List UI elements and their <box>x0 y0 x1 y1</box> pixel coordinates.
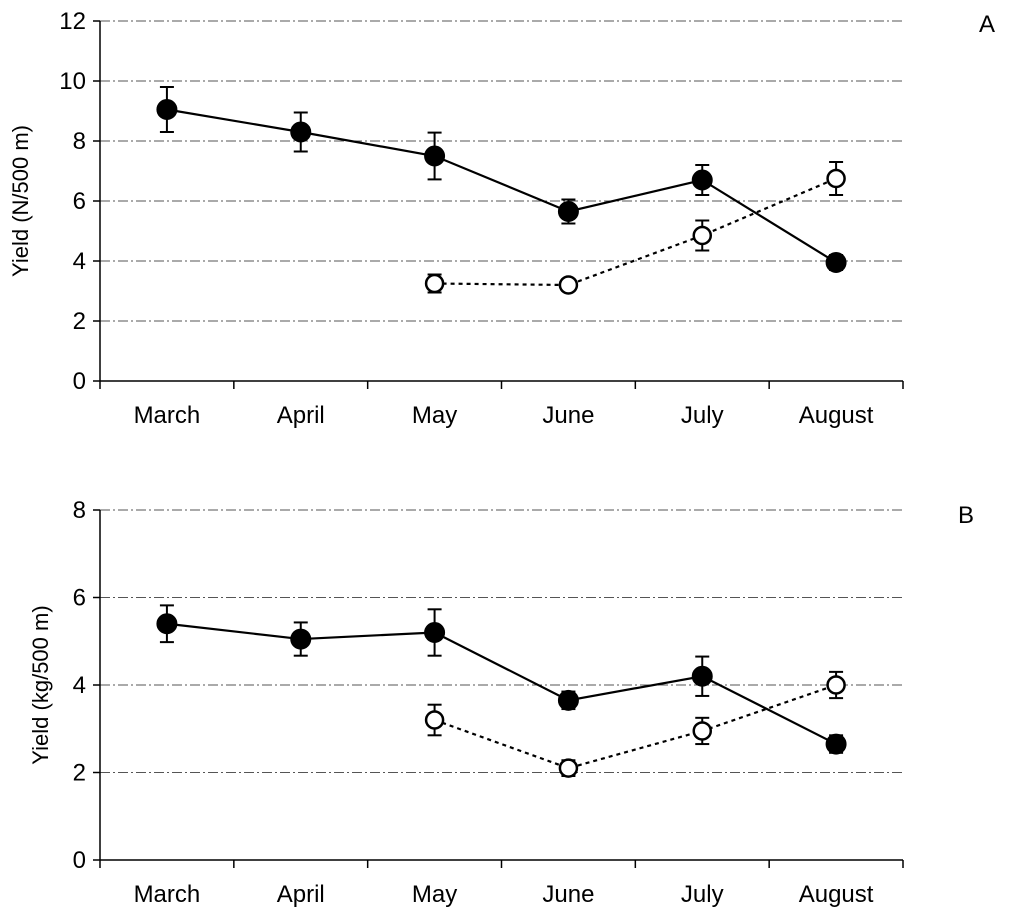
panel-b: 0 2 4 6 8 March April May June July August Yield (k… <box>28 497 974 908</box>
series-1-point <box>424 622 446 643</box>
y-tick-label: 0 <box>73 847 86 874</box>
series-2-point <box>692 225 712 246</box>
y-tick-label: 2 <box>73 760 86 787</box>
series-1-point <box>156 99 178 120</box>
panel-label: B <box>958 502 974 529</box>
series-1-point <box>156 613 178 635</box>
series-2-point <box>424 273 445 294</box>
y-tick-label: 2 <box>73 308 86 335</box>
series-2-point <box>558 275 579 295</box>
y-tick-label: 6 <box>73 585 86 612</box>
x-tick-label: June <box>542 881 594 908</box>
y-axis-title: Yield (kg/500 m) <box>28 605 53 764</box>
x-tick-label: August <box>799 402 874 429</box>
y-tick-label: 12 <box>59 8 86 35</box>
x-tick-label: July <box>681 881 724 908</box>
y-tick-label: 6 <box>73 188 86 215</box>
series-1-point <box>424 145 446 167</box>
x-tick-label: March <box>134 881 201 908</box>
x-tick-label: May <box>412 402 457 429</box>
series-1-point <box>557 689 579 711</box>
x-tick-label: August <box>799 881 874 908</box>
y-tick-label: 8 <box>73 497 86 524</box>
x-tick-label: March <box>134 402 201 429</box>
x-tick-label: April <box>277 881 325 908</box>
y-tick-label: 4 <box>73 248 86 275</box>
x-tick-label: July <box>681 402 724 429</box>
series-2-line <box>434 177 837 287</box>
series-2-point <box>826 168 846 189</box>
series-1-point <box>557 201 579 222</box>
series-2-point <box>424 710 445 730</box>
series-2-point <box>826 675 846 695</box>
x-tick-label: May <box>412 881 457 908</box>
y-tick-label: 8 <box>73 128 86 155</box>
series-1-point <box>290 628 312 650</box>
series-2-point <box>558 758 579 778</box>
x-tick-label: April <box>277 402 325 429</box>
x-tick-label: June <box>542 402 594 429</box>
y-tick-label: 10 <box>59 68 86 95</box>
series-1-line <box>166 622 837 746</box>
panel-a: 0 2 4 6 8 10 12 March April May June July August Yiel… <box>8 8 995 429</box>
series-2-line <box>434 683 837 770</box>
series-1-point <box>691 169 713 191</box>
series-1-point <box>825 252 847 273</box>
y-tick-label: 0 <box>73 368 86 395</box>
y-axis-title: Yield (N/500 m) <box>8 125 33 277</box>
panel-label: A <box>979 11 995 38</box>
y-tick-label: 4 <box>73 672 86 699</box>
series-1-line <box>166 108 837 264</box>
series-1-point <box>290 121 312 143</box>
series-2-point <box>692 721 712 741</box>
series-1-point <box>825 733 847 755</box>
series-1-point <box>691 665 713 687</box>
